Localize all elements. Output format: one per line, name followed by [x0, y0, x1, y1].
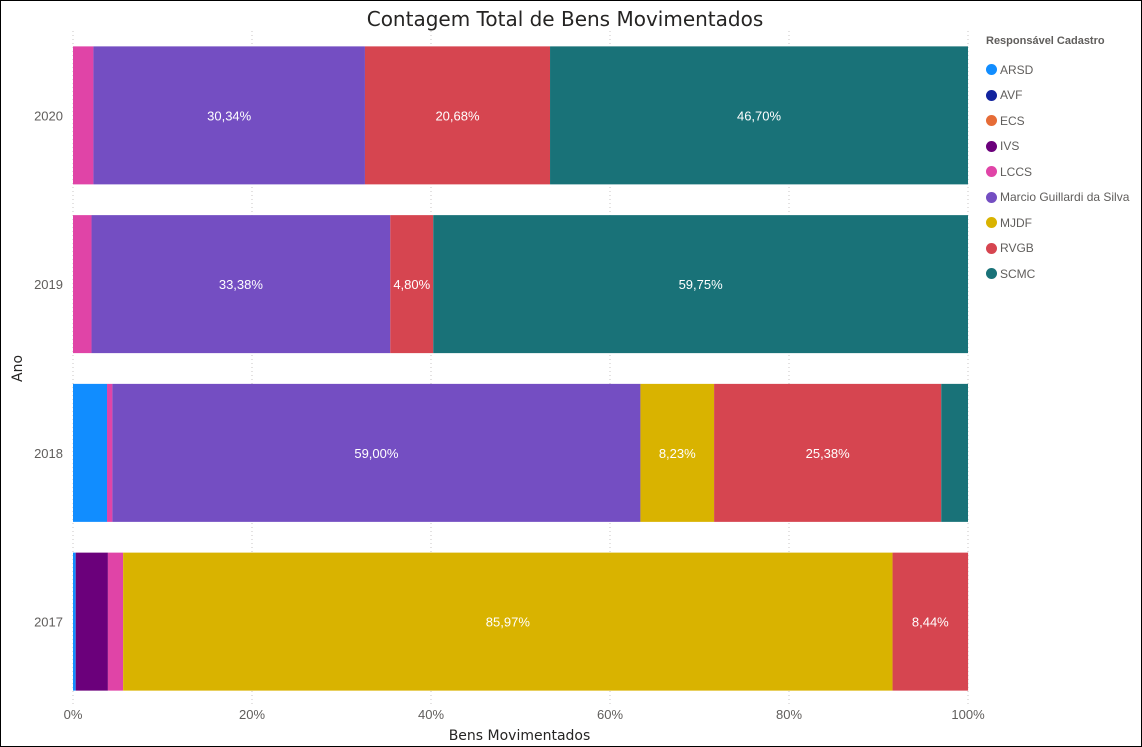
y-tick-label: 2019	[34, 277, 63, 292]
bar-segment-2017-lccs[interactable]	[107, 552, 124, 691]
legend-item-lccs[interactable]: LCCS	[986, 159, 1141, 185]
data-label: 20,68%	[435, 108, 480, 123]
legend-swatch	[986, 268, 997, 280]
legend-item-scmc[interactable]: SCMC	[986, 261, 1141, 287]
data-label: 33,38%	[219, 277, 264, 292]
legend: Responsável Cadastro ARSD AVF ECS IVS LCCS Ma…	[986, 35, 1141, 287]
legend-item-mjdf[interactable]: MJDF	[986, 210, 1141, 236]
bar-segment-2018-scmc[interactable]	[941, 383, 968, 522]
legend-label: IVS	[1000, 139, 1020, 154]
legend-item-marcio-guillardi-da-silva[interactable]: Marcio Guillardi da Silva	[986, 185, 1141, 211]
bars	[73, 46, 969, 691]
legend-label: ECS	[1000, 113, 1025, 128]
data-label: 59,75%	[679, 277, 724, 292]
legend-item-ecs[interactable]: ECS	[986, 108, 1141, 134]
data-label: 59,00%	[354, 446, 399, 461]
data-label: 8,44%	[912, 615, 949, 630]
bar-segment-2020-scmc[interactable]	[550, 46, 968, 185]
x-tick-label: 100%	[951, 707, 985, 722]
bar-segment-2019-marcio-guillardi-da-silva[interactable]	[91, 215, 391, 354]
bar-segment-2017-rvgb[interactable]	[892, 552, 969, 691]
x-tick-label: 60%	[597, 707, 623, 722]
x-tick-label: 0%	[64, 707, 83, 722]
legend-swatch	[986, 64, 997, 76]
y-tick-label: 2017	[34, 615, 63, 630]
data-label: 85,97%	[486, 615, 531, 630]
legend-swatch	[986, 89, 997, 101]
data-labels: 30,34% 20,68% 46,70% 33,38% 4,80% 59,75% 59,00…	[207, 108, 949, 629]
legend-label: AVF	[1000, 88, 1023, 103]
legend-label: ARSD	[1000, 62, 1034, 77]
legend-label: SCMC	[1000, 266, 1036, 281]
legend-item-arsd[interactable]: ARSD	[986, 57, 1141, 83]
axes: 0% 20% 40% 60% 80% 100% 2020 2019 2018 2017 Bens M…	[10, 108, 985, 744]
y-axis-title: Ano	[10, 355, 26, 382]
legend-swatch	[986, 115, 997, 127]
bar-segment-2017-ivs[interactable]	[75, 552, 108, 691]
data-label: 4,80%	[393, 277, 430, 292]
bar-segment-2018-arsd[interactable]	[73, 383, 108, 522]
bar-segment-2019-lccs[interactable]	[73, 215, 92, 354]
legend-item-ivs[interactable]: IVS	[986, 134, 1141, 160]
chart-title: Contagem Total de Bens Movimentados	[366, 7, 764, 31]
legend-items: ARSD AVF ECS IVS LCCS Marcio Guillardi da Sil…	[986, 57, 1141, 287]
legend-swatch	[986, 166, 997, 178]
bar-segment-2018-mjdf[interactable]	[640, 383, 715, 522]
y-tick-label: 2018	[34, 446, 63, 461]
data-label: 30,34%	[207, 108, 252, 123]
bar-segment-2018-rvgb[interactable]	[714, 383, 942, 522]
x-tick-label: 20%	[239, 707, 265, 722]
bar-segment-2017-mjdf[interactable]	[123, 552, 893, 691]
x-tick-label: 80%	[776, 707, 802, 722]
data-label: 8,23%	[659, 446, 696, 461]
legend-item-avf[interactable]: AVF	[986, 83, 1141, 109]
legend-swatch	[986, 242, 997, 254]
bar-segment-2020-marcio-guillardi-da-silva[interactable]	[93, 46, 365, 185]
y-tick-label: 2020	[34, 108, 63, 123]
legend-item-rvgb[interactable]: RVGB	[986, 236, 1141, 262]
bar-segment-2020-rvgb[interactable]	[364, 46, 551, 185]
legend-swatch	[986, 217, 997, 229]
data-label: 46,70%	[737, 108, 782, 123]
legend-label: RVGB	[1000, 241, 1034, 256]
x-axis-title: Bens Movimentados	[449, 728, 591, 744]
bar-segment-2019-rvgb[interactable]	[390, 215, 434, 354]
x-tick-label: 40%	[418, 707, 444, 722]
data-label: 25,38%	[806, 446, 851, 461]
legend-swatch	[986, 191, 997, 203]
bar-segment-2017-arsd[interactable]	[73, 552, 76, 691]
legend-label: Marcio Guillardi da Silva	[1000, 190, 1130, 205]
legend-label: MJDF	[1000, 215, 1032, 230]
legend-swatch	[986, 140, 997, 152]
bar-segment-2018-lccs[interactable]	[107, 383, 113, 522]
bar-segment-2019-scmc[interactable]	[433, 215, 968, 354]
bar-segment-2018-marcio-guillardi-da-silva[interactable]	[112, 383, 641, 522]
legend-title: Responsável Cadastro	[986, 35, 1105, 47]
bar-segment-2020-lccs[interactable]	[73, 46, 94, 185]
legend-label: LCCS	[1000, 164, 1033, 179]
